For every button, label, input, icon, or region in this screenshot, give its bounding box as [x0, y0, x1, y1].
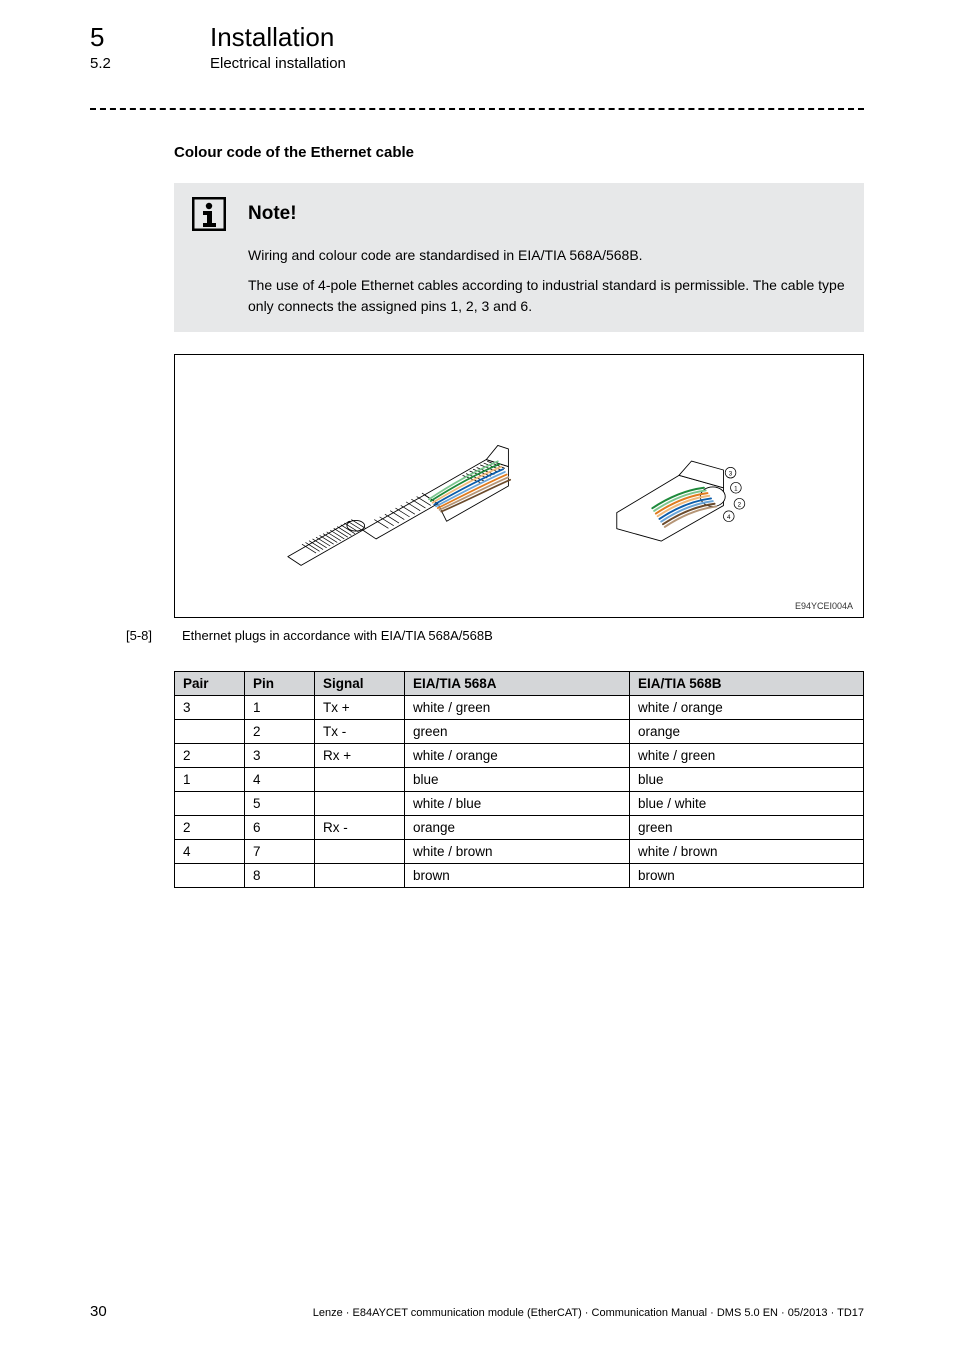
table-cell [175, 791, 245, 815]
table-row: 31Tx +white / greenwhite / orange [175, 695, 864, 719]
table-header: Pin [245, 671, 315, 695]
table-cell: 1 [245, 695, 315, 719]
table-cell: orange [405, 815, 630, 839]
footer-text: Lenze · E84AYCET communication module (E… [313, 1307, 864, 1319]
chapter-number: 5 [90, 22, 120, 53]
table-cell: 4 [175, 839, 245, 863]
divider [90, 108, 864, 110]
section-title: Electrical installation [210, 55, 346, 72]
note-paragraph: Wiring and colour code are standardised … [248, 245, 846, 265]
wiring-table: Pair Pin Signal EIA/TIA 568A EIA/TIA 568… [174, 671, 864, 888]
table-cell: 4 [245, 767, 315, 791]
table-cell: blue / white [630, 791, 864, 815]
table-cell: 2 [175, 743, 245, 767]
svg-text:3: 3 [729, 470, 733, 477]
table-cell: white / green [405, 695, 630, 719]
chapter-title: Installation [210, 22, 334, 53]
table-cell: green [630, 815, 864, 839]
info-icon [192, 197, 226, 231]
table-cell: 3 [175, 695, 245, 719]
table-cell: brown [630, 863, 864, 887]
table-cell: 8 [245, 863, 315, 887]
svg-text:2: 2 [738, 501, 742, 508]
table-row: 14 blueblue [175, 767, 864, 791]
table-header: Signal [315, 671, 405, 695]
table-row: 26Rx -orangegreen [175, 815, 864, 839]
table-cell: orange [630, 719, 864, 743]
table-cell: 3 [245, 743, 315, 767]
note-box: Note! Wiring and colour code are standar… [174, 183, 864, 332]
figure-ethernet-plug: 3 1 2 4 E94YCEI004A [174, 354, 864, 618]
table-cell: Tx + [315, 695, 405, 719]
table-cell: white / orange [405, 743, 630, 767]
table-cell [315, 863, 405, 887]
table-cell: brown [405, 863, 630, 887]
table-cell: Rx + [315, 743, 405, 767]
table-row: 23Rx +white / orangewhite / green [175, 743, 864, 767]
table-header: EIA/TIA 568B [630, 671, 864, 695]
table-row: 47 white / brownwhite / brown [175, 839, 864, 863]
table-cell: white / brown [630, 839, 864, 863]
table-cell: Rx - [315, 815, 405, 839]
table-cell: green [405, 719, 630, 743]
table-cell: white / brown [405, 839, 630, 863]
figure-caption-text: Ethernet plugs in accordance with EIA/TI… [182, 628, 493, 643]
plug-exploded-diagram [279, 386, 579, 586]
table-cell: 5 [245, 791, 315, 815]
table-cell: 1 [175, 767, 245, 791]
table-cell: 2 [245, 719, 315, 743]
svg-text:4: 4 [727, 514, 731, 521]
table-header: EIA/TIA 568A [405, 671, 630, 695]
table-cell: 2 [175, 815, 245, 839]
figure-caption-number: [5-8] [126, 628, 162, 643]
table-cell: blue [405, 767, 630, 791]
table-cell [315, 767, 405, 791]
table-cell [175, 863, 245, 887]
section-number: 5.2 [90, 55, 120, 72]
table-cell: 6 [245, 815, 315, 839]
subsection-heading: Colour code of the Ethernet cable [174, 144, 864, 161]
table-cell: white / orange [630, 695, 864, 719]
table-row: 8 brownbrown [175, 863, 864, 887]
table-cell [315, 791, 405, 815]
cable-cutaway-diagram: 3 1 2 4 [599, 421, 759, 551]
svg-text:1: 1 [734, 485, 738, 492]
table-cell: blue [630, 767, 864, 791]
table-cell [315, 839, 405, 863]
table-header: Pair [175, 671, 245, 695]
note-label: Note! [248, 203, 297, 225]
table-cell: white / blue [405, 791, 630, 815]
figure-reference-code: E94YCEI004A [795, 601, 853, 611]
table-cell: 7 [245, 839, 315, 863]
table-cell: Tx - [315, 719, 405, 743]
note-paragraph: The use of 4-pole Ethernet cables accord… [248, 275, 846, 316]
page-number: 30 [90, 1303, 107, 1320]
table-row: 5 white / blueblue / white [175, 791, 864, 815]
table-cell [175, 719, 245, 743]
table-cell: white / green [630, 743, 864, 767]
table-row: 2Tx -greenorange [175, 719, 864, 743]
